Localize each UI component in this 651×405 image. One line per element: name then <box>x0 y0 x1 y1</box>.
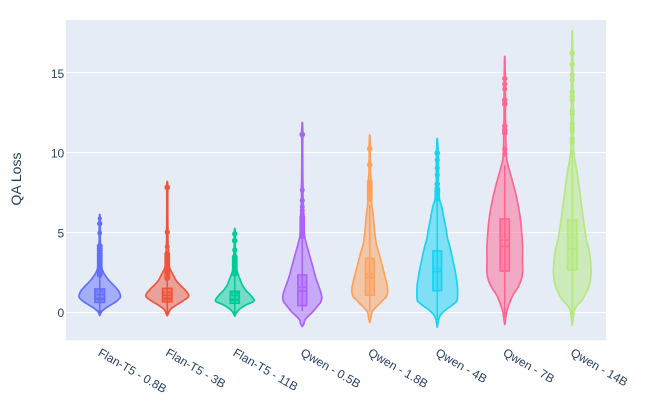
svg-text:QA Loss: QA Loss <box>8 153 24 206</box>
svg-text:5: 5 <box>58 226 65 240</box>
svg-text:0: 0 <box>58 306 65 320</box>
svg-text:15: 15 <box>51 67 65 81</box>
svg-text:10: 10 <box>51 147 65 161</box>
